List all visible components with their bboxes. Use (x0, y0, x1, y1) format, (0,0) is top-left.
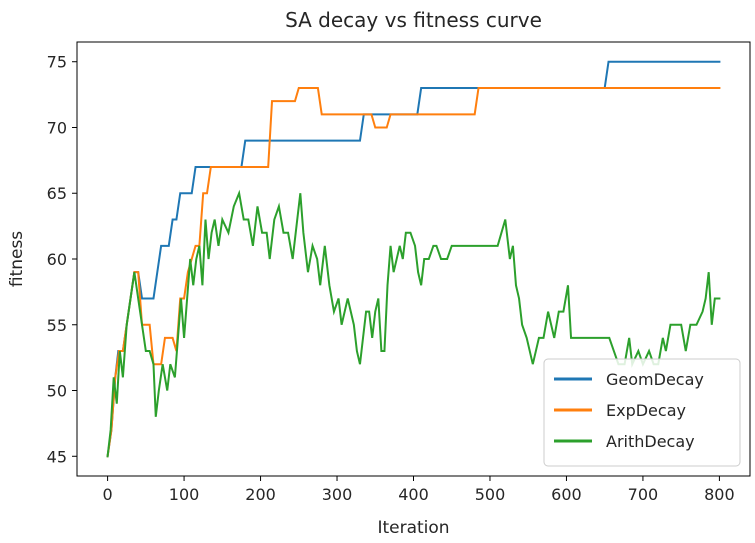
x-tick-label: 800 (704, 485, 735, 504)
series-line-arithdecay (106, 189, 721, 458)
x-tick-label: 500 (475, 485, 506, 504)
series-layer (106, 60, 721, 458)
x-tick-label: 600 (551, 485, 582, 504)
legend-label: ExpDecay (606, 401, 686, 420)
y-tick-label: 50 (47, 382, 67, 401)
y-tick-label: 65 (47, 184, 67, 203)
y-tick-label: 45 (47, 447, 67, 466)
legend-label: ArithDecay (606, 432, 695, 451)
x-tick-label: 200 (245, 485, 276, 504)
x-tick-label: 100 (169, 485, 200, 504)
x-tick-label: 700 (628, 485, 659, 504)
y-tick-label: 75 (47, 53, 67, 72)
chart-title: SA decay vs fitness curve (285, 8, 542, 32)
y-tick-label: 70 (47, 118, 67, 137)
x-tick-label: 400 (398, 485, 429, 504)
x-axis: 0 100 200 300 400 500 600 700 800 (102, 476, 735, 504)
y-axis: 45 50 55 60 65 70 75 (47, 53, 77, 466)
y-tick-label: 55 (47, 316, 67, 335)
y-tick-label: 60 (47, 250, 67, 269)
legend-box (543, 358, 741, 467)
x-tick-label: 0 (102, 485, 112, 504)
y-axis-label: fitness (7, 231, 27, 287)
legend-label: GeomDecay (606, 370, 704, 389)
legend: GeomDecay ExpDecay ArithDecay (543, 358, 741, 467)
x-tick-label: 300 (322, 485, 353, 504)
x-axis-label: Iteration (377, 518, 449, 538)
